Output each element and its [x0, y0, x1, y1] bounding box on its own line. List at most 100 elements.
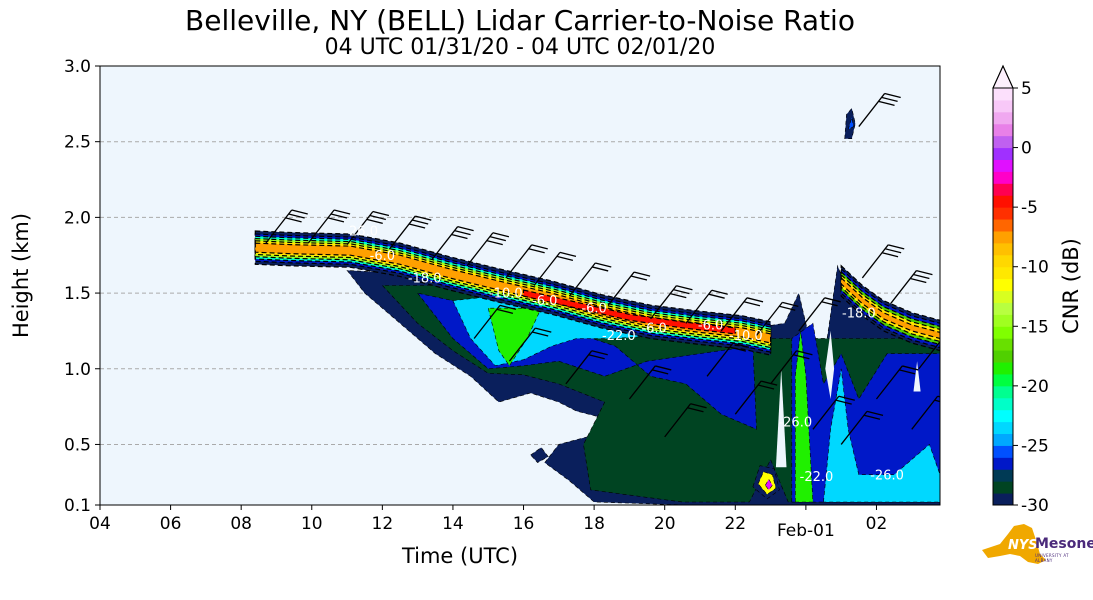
colorbar-bin — [993, 135, 1013, 149]
wind-barb-staff — [473, 304, 501, 339]
wind-barb — [720, 297, 764, 332]
wind-barb-staff — [918, 340, 940, 370]
wind-barb-flag — [630, 275, 648, 281]
wind-barb-staff — [890, 270, 917, 305]
colorbar-bin — [993, 397, 1013, 411]
logo-nys-text: NYS — [1008, 538, 1038, 553]
wind-barb-staff — [875, 365, 903, 400]
wind-barb-staff — [466, 232, 494, 267]
wind-barb-staff — [505, 244, 533, 279]
wind-barb-staff — [628, 365, 656, 400]
colorbar-bin — [993, 385, 1013, 399]
wind-barb-staff — [861, 244, 889, 279]
wind-barb-flag — [866, 410, 884, 416]
wind-barb — [650, 285, 693, 320]
colorbar-bin — [993, 314, 1013, 327]
colorbar-bin — [993, 183, 1013, 196]
colorbar-bin — [993, 195, 1013, 208]
wind-barb-flag — [711, 289, 728, 295]
wind-barb — [508, 327, 552, 362]
wind-barb — [473, 304, 517, 339]
wind-barb-flag — [821, 301, 838, 307]
contour-label: -6.0 — [698, 318, 723, 333]
wind-barb-staff — [265, 209, 293, 244]
wind-barb-staff — [770, 350, 797, 385]
wind-barb — [628, 365, 672, 400]
clear-region — [775, 368, 787, 468]
wind-barb-staff — [388, 215, 416, 250]
wind-barb-flag — [486, 239, 503, 246]
wind-barb-flag — [327, 217, 345, 223]
wind-barb-flag — [835, 399, 852, 405]
wind-barb-flag — [796, 350, 813, 356]
wind-barb-flag — [285, 217, 302, 223]
wind-barb-flag — [757, 384, 775, 390]
wind-barb-flag — [687, 407, 704, 413]
wind-barb-flag — [369, 214, 386, 221]
x-tick-label: 02 — [866, 514, 888, 534]
chart-subtitle: 04 UTC 01/31/20 - 04 UTC 02/01/20 — [324, 35, 716, 60]
wind-barb-flag — [588, 354, 605, 360]
x-axis-label: Time (UTC) — [401, 544, 518, 568]
y-tick-label: 3.0 — [64, 57, 91, 77]
wind-barb-flag — [412, 219, 429, 225]
wind-barb-flag — [746, 297, 764, 303]
y-tick-label: 1.5 — [64, 284, 91, 304]
colorbar-tick-label: -25 — [1021, 436, 1049, 456]
axes: 04 06 08 10 12 14 16 18 20 22 Feb-01 02 0.1 0.5 1.0 1.5… — [9, 57, 941, 568]
wind-barb-flag — [945, 336, 961, 340]
clear-region — [825, 330, 835, 399]
colorbar-bin — [993, 421, 1013, 435]
wind-barb — [875, 365, 919, 400]
contour-label: -6.0 — [532, 294, 557, 309]
wind-barb-staff — [508, 327, 536, 362]
wind-barb-flag — [670, 292, 687, 299]
wind-barb — [911, 395, 940, 430]
wind-barb-flag — [824, 297, 841, 303]
contour-label: -6.0 — [641, 321, 666, 336]
y-tick-label: 2.5 — [64, 133, 91, 153]
wind-barb-flag — [592, 266, 609, 272]
wind-barb-flag — [288, 213, 305, 219]
y-tick-label: 2.0 — [64, 208, 91, 228]
wind-barb-staff — [431, 226, 459, 261]
colorbar-bin — [993, 159, 1013, 172]
wind-barb-flag — [884, 92, 901, 99]
colorbar-bin — [993, 242, 1013, 256]
contour-group: -26.0 -6.0 -18.0 -10.0 -6.0 -6.0 -22.0 -6.0 -6.0… — [100, 92, 961, 505]
colorbar-bin — [993, 171, 1013, 184]
colorbar: 5 0 -5 -10 -15 -20 -25 -30 CNR (dB) — [992, 64, 1083, 516]
wind-barb-staff — [664, 403, 692, 438]
wind-barb-flag — [884, 248, 902, 254]
ny-state-shape-icon — [982, 524, 1046, 564]
wind-barb-flag — [899, 369, 916, 375]
wind-barb-flag — [532, 331, 549, 337]
wind-barb-staff — [706, 342, 734, 377]
wind-barb-staff — [685, 289, 713, 324]
wind-barb — [265, 209, 308, 244]
logo-university-text: UNIVERSITY AT ALBANY — [1035, 553, 1069, 563]
wind-barb-flag — [916, 269, 933, 276]
contour-label: -10.0 — [729, 329, 763, 344]
x-tick-label: 22 — [724, 514, 746, 534]
colorbar-bin — [993, 254, 1013, 268]
contour-label: -22.0 — [800, 470, 834, 485]
logo-mesonet-text: Mesonet — [1035, 536, 1093, 552]
wind-barb-flag — [372, 210, 390, 217]
contour-label: -6.0 — [581, 302, 606, 317]
colorbar-bin — [993, 123, 1013, 137]
wind-barb-flag — [633, 271, 651, 277]
wind-barb-flag — [881, 96, 898, 103]
wind-barb-flag — [408, 223, 426, 229]
wind-barb — [812, 395, 855, 430]
contour-band — [840, 276, 940, 340]
wind-barb — [346, 210, 390, 246]
colorbar-bin — [993, 469, 1013, 482]
wind-barb-flag — [489, 236, 506, 242]
y-tick-label: 1.0 — [64, 360, 91, 380]
wind-barb-staff — [812, 395, 840, 430]
wind-barb-flag — [782, 301, 799, 307]
wind-barb — [533, 251, 577, 286]
wind-barb-flag — [743, 301, 761, 307]
